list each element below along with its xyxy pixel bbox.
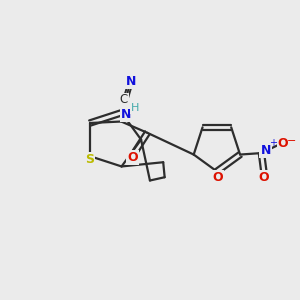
Text: N: N (126, 75, 136, 88)
Text: N: N (260, 144, 271, 157)
Text: O: O (278, 137, 289, 150)
Text: O: O (127, 151, 138, 164)
Text: +: + (269, 138, 277, 148)
Text: N: N (122, 109, 132, 122)
Text: −: − (286, 136, 296, 146)
Text: O: O (212, 171, 223, 184)
Text: S: S (85, 153, 94, 166)
Text: H: H (130, 103, 139, 113)
Text: O: O (259, 171, 269, 184)
Text: C: C (119, 94, 128, 106)
